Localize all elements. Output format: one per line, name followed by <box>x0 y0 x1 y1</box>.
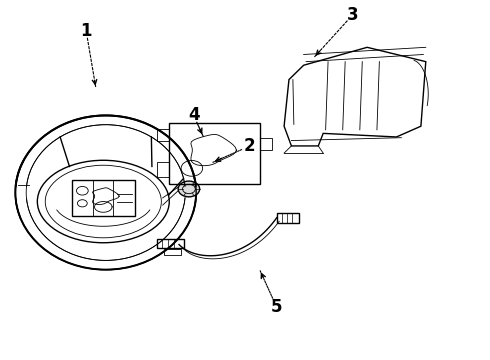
Circle shape <box>178 181 199 197</box>
Text: 3: 3 <box>347 6 358 24</box>
Text: 1: 1 <box>80 22 92 40</box>
Bar <box>72 180 135 216</box>
Bar <box>164 249 181 255</box>
Text: 5: 5 <box>271 298 283 316</box>
Bar <box>277 213 299 223</box>
Bar <box>157 239 184 248</box>
Text: 4: 4 <box>188 107 199 125</box>
Text: 2: 2 <box>244 137 256 155</box>
